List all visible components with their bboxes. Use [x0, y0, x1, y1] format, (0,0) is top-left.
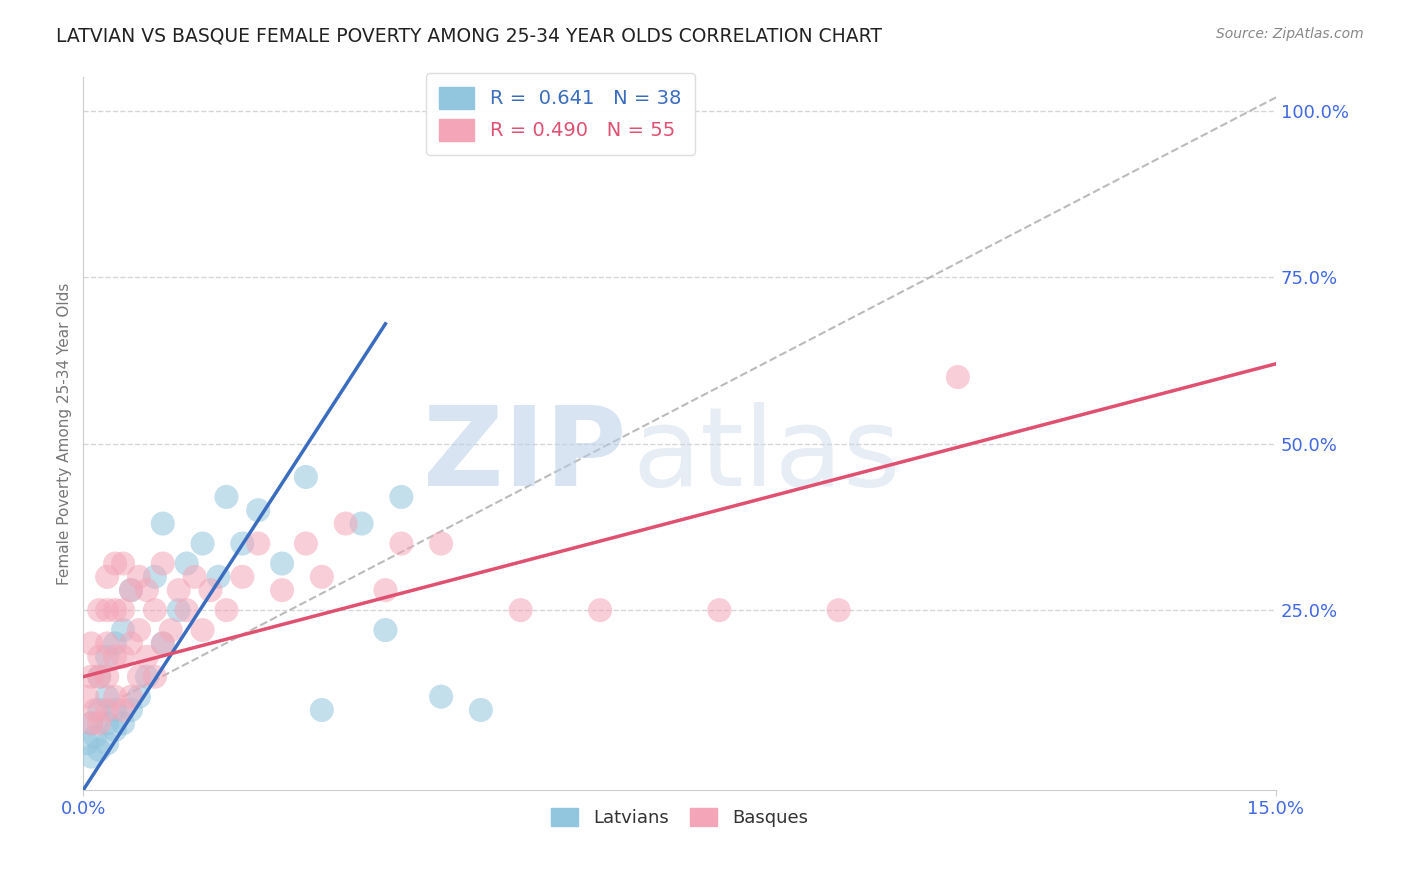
- Point: [271, 557, 294, 571]
- Point: [80, 749, 103, 764]
- Point: [200, 583, 222, 598]
- Point: [215, 490, 238, 504]
- Point: [389, 536, 412, 550]
- Point: [76, 690, 98, 704]
- Point: [89, 670, 111, 684]
- Point: [89, 703, 111, 717]
- Point: [946, 370, 969, 384]
- Point: [112, 649, 135, 664]
- Point: [96, 703, 118, 717]
- Point: [152, 636, 174, 650]
- Point: [311, 570, 333, 584]
- Point: [143, 603, 166, 617]
- Point: [96, 716, 118, 731]
- Point: [96, 636, 118, 650]
- Point: [120, 583, 142, 598]
- Point: [89, 649, 111, 664]
- Point: [207, 570, 229, 584]
- Point: [191, 536, 214, 550]
- Point: [104, 690, 127, 704]
- Point: [120, 583, 142, 598]
- Point: [96, 690, 118, 704]
- Point: [135, 649, 157, 664]
- Text: LATVIAN VS BASQUE FEMALE POVERTY AMONG 25-34 YEAR OLDS CORRELATION CHART: LATVIAN VS BASQUE FEMALE POVERTY AMONG 2…: [56, 27, 882, 45]
- Point: [335, 516, 357, 531]
- Point: [143, 670, 166, 684]
- Point: [295, 470, 318, 484]
- Point: [183, 570, 205, 584]
- Point: [128, 570, 150, 584]
- Text: Source: ZipAtlas.com: Source: ZipAtlas.com: [1216, 27, 1364, 41]
- Point: [96, 670, 118, 684]
- Point: [84, 703, 107, 717]
- Point: [104, 603, 127, 617]
- Point: [104, 723, 127, 737]
- Point: [350, 516, 373, 531]
- Point: [96, 603, 118, 617]
- Point: [89, 603, 111, 617]
- Y-axis label: Female Poverty Among 25-34 Year Olds: Female Poverty Among 25-34 Year Olds: [58, 283, 72, 585]
- Point: [374, 623, 396, 637]
- Point: [152, 557, 174, 571]
- Point: [191, 623, 214, 637]
- Text: ZIP: ZIP: [423, 401, 626, 508]
- Point: [374, 583, 396, 598]
- Point: [80, 716, 103, 731]
- Point: [89, 743, 111, 757]
- Point: [430, 690, 453, 704]
- Point: [176, 557, 198, 571]
- Point: [80, 716, 103, 731]
- Point: [112, 703, 135, 717]
- Point: [152, 636, 174, 650]
- Point: [709, 603, 731, 617]
- Point: [152, 516, 174, 531]
- Point: [128, 690, 150, 704]
- Point: [96, 649, 118, 664]
- Point: [247, 503, 270, 517]
- Point: [589, 603, 612, 617]
- Point: [143, 570, 166, 584]
- Point: [112, 716, 135, 731]
- Point: [89, 716, 111, 731]
- Point: [104, 636, 127, 650]
- Point: [112, 603, 135, 617]
- Point: [215, 603, 238, 617]
- Point: [827, 603, 849, 617]
- Point: [128, 623, 150, 637]
- Point: [120, 636, 142, 650]
- Point: [84, 730, 107, 744]
- Point: [231, 570, 253, 584]
- Point: [120, 690, 142, 704]
- Point: [96, 570, 118, 584]
- Point: [112, 623, 135, 637]
- Point: [104, 649, 127, 664]
- Point: [430, 536, 453, 550]
- Point: [509, 603, 531, 617]
- Point: [120, 703, 142, 717]
- Point: [176, 603, 198, 617]
- Legend: Latvians, Basques: Latvians, Basques: [544, 800, 815, 834]
- Point: [159, 623, 181, 637]
- Point: [389, 490, 412, 504]
- Point: [96, 736, 118, 750]
- Point: [80, 670, 103, 684]
- Point: [311, 703, 333, 717]
- Point: [271, 583, 294, 598]
- Point: [80, 636, 103, 650]
- Point: [128, 670, 150, 684]
- Point: [167, 603, 190, 617]
- Point: [247, 536, 270, 550]
- Point: [112, 557, 135, 571]
- Point: [167, 583, 190, 598]
- Point: [135, 670, 157, 684]
- Point: [104, 703, 127, 717]
- Point: [135, 583, 157, 598]
- Point: [76, 736, 98, 750]
- Point: [89, 670, 111, 684]
- Point: [470, 703, 492, 717]
- Point: [104, 557, 127, 571]
- Point: [231, 536, 253, 550]
- Text: atlas: atlas: [631, 401, 900, 508]
- Point: [295, 536, 318, 550]
